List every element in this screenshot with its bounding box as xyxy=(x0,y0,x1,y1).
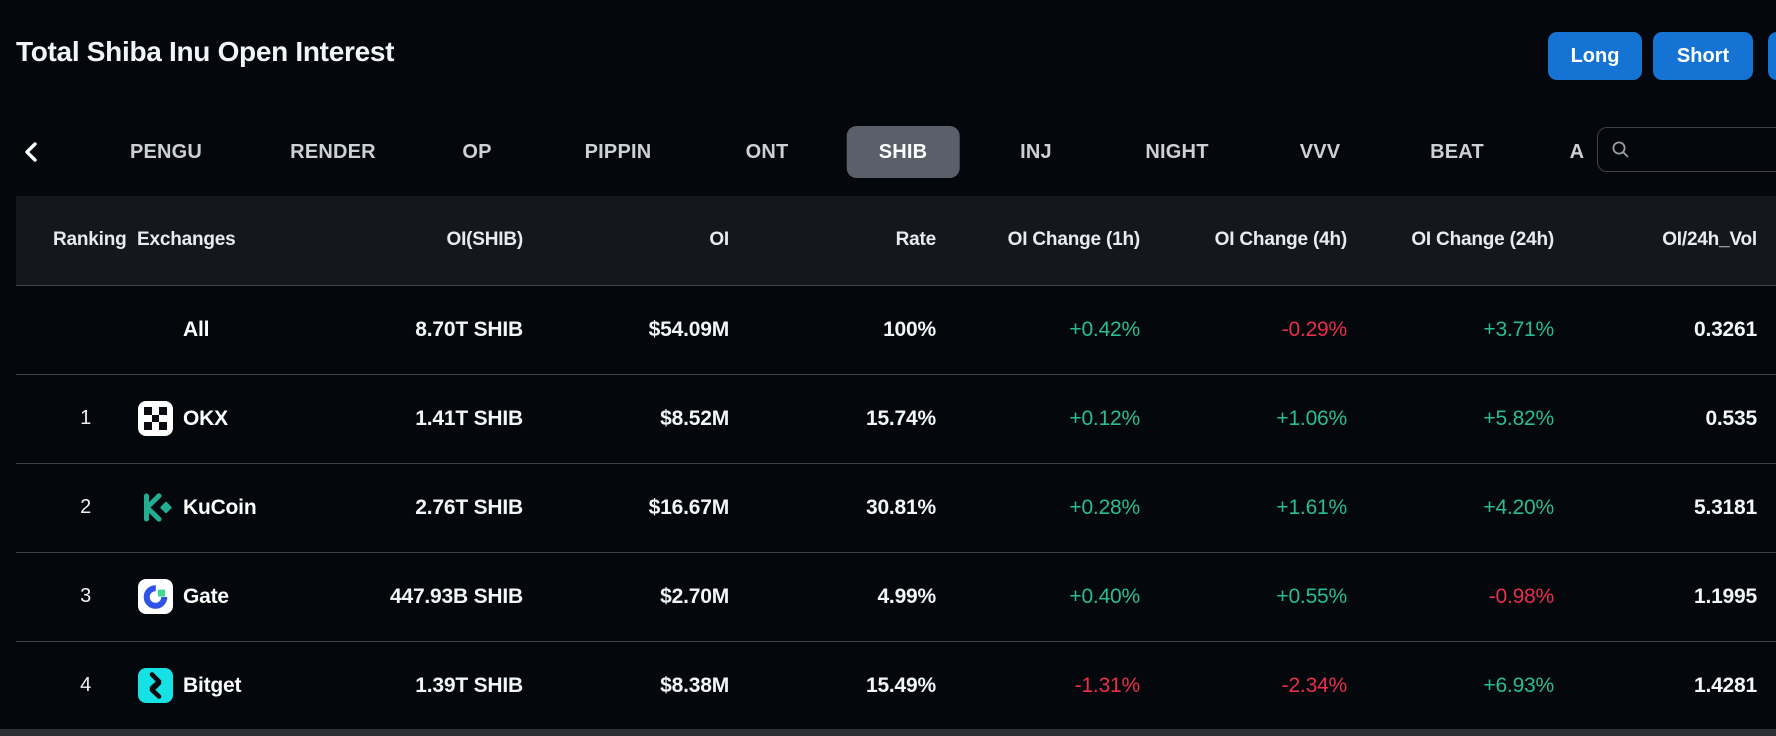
exchange-cell: Bitget xyxy=(121,640,381,730)
page-title: Total Shiba Inu Open Interest xyxy=(16,36,395,67)
rank-cell: 2 xyxy=(16,462,121,552)
tab-vvv[interactable]: VVV xyxy=(1299,140,1341,163)
rank-cell: 3 xyxy=(16,551,121,641)
oi-change-1h-cell: -1.31% xyxy=(936,640,1140,730)
oi-cell: $54.09M xyxy=(523,284,729,374)
search-input[interactable] xyxy=(1597,127,1776,172)
oi-change-1h-cell: +0.42% xyxy=(936,284,1140,374)
tab-beat[interactable]: BEAT xyxy=(1430,140,1484,163)
oi-change-4h-cell: +1.61% xyxy=(1140,462,1347,552)
oi-change-4h-cell: -2.34% xyxy=(1140,640,1347,730)
table-row-kucoin[interactable]: 2 Ku xyxy=(16,462,1776,552)
oi-cell: $8.38M xyxy=(523,640,729,730)
oi-change-1h-cell: +0.12% xyxy=(936,373,1140,463)
exchange-name: All xyxy=(183,317,210,341)
oi-24h-vol-cell: 0.535 xyxy=(1554,373,1776,463)
oi-shib-cell: 447.93B SHIB xyxy=(381,551,523,641)
tab-night[interactable]: NIGHT xyxy=(1145,140,1209,163)
oi-change-4h-cell: -0.29% xyxy=(1140,284,1347,374)
oi-change-4h-cell: +1.06% xyxy=(1140,373,1347,463)
oi-change-4h-cell: +0.55% xyxy=(1140,551,1347,641)
column-header-oi-shib[interactable]: OI(SHIB) xyxy=(446,229,523,251)
oi-change-24h-cell: +3.71% xyxy=(1347,284,1554,374)
column-header-oi-change-24h[interactable]: OI Change (24h) xyxy=(1411,229,1554,251)
table-row-bitget[interactable]: 4 Bitget 1.3 xyxy=(16,640,1776,730)
rate-cell: 4.99% xyxy=(729,551,936,641)
oi-shib-cell: 1.41T SHIB xyxy=(381,373,523,463)
rate-cell: 15.49% xyxy=(729,640,936,730)
oi-24h-vol-cell: 1.4281 xyxy=(1554,640,1776,730)
exchange-name: KuCoin xyxy=(183,495,257,519)
column-header-oi[interactable]: OI xyxy=(709,229,729,251)
short-button[interactable]: Short xyxy=(1653,32,1753,80)
oi-change-1h-cell: +0.40% xyxy=(936,551,1140,641)
rate-cell: 15.74% xyxy=(729,373,936,463)
oi-shib-cell: 8.70T SHIB xyxy=(381,284,523,374)
column-header-ranking[interactable]: Ranking xyxy=(53,229,127,251)
rank-cell: 1 xyxy=(16,373,121,463)
kucoin-logo-icon xyxy=(138,490,173,525)
search-icon xyxy=(1612,141,1629,158)
bitget-logo-icon xyxy=(138,668,173,704)
tab-pengu[interactable]: PENGU xyxy=(129,140,203,163)
oi-change-24h-cell: +5.82% xyxy=(1347,373,1554,463)
rate-cell: 100% xyxy=(729,284,936,374)
chevron-left-icon[interactable] xyxy=(20,140,44,164)
oi-24h-vol-cell: 5.3181 xyxy=(1554,462,1776,552)
tab-op[interactable]: OP xyxy=(462,140,492,163)
column-header-oi-change-1h[interactable]: OI Change (1h) xyxy=(1007,229,1141,251)
oi-cell: $2.70M xyxy=(523,551,729,641)
long-button[interactable]: Long xyxy=(1548,32,1642,80)
rank-cell xyxy=(16,284,121,374)
oi-change-1h-cell: +0.28% xyxy=(936,462,1140,552)
exchange-cell: All xyxy=(121,284,381,374)
exchange-cell: KuCoin xyxy=(121,462,381,552)
oi-shib-cell: 1.39T SHIB xyxy=(381,640,523,730)
exchange-name: OKX xyxy=(183,406,228,430)
column-header-exchanges[interactable]: Exchanges xyxy=(137,229,236,251)
tab-render[interactable]: RENDER xyxy=(290,140,376,163)
oi-24h-vol-cell: 0.3261 xyxy=(1554,284,1776,374)
table-row-gate[interactable]: 3 Gate 447.93B SHIB $2.70M 4.99% xyxy=(16,551,1776,641)
open-interest-table: Ranking Exchanges OI(SHIB) OI Rate OI Ch… xyxy=(16,196,1776,730)
exchange-name: Bitget xyxy=(183,673,242,697)
horizontal-scrollbar[interactable] xyxy=(0,729,1776,736)
column-header-oi-change-4h[interactable]: OI Change (4h) xyxy=(1214,229,1348,251)
oi-cell: $16.67M xyxy=(523,462,729,552)
tab-clipped[interactable]: A xyxy=(1569,140,1585,163)
oi-change-24h-cell: +6.93% xyxy=(1347,640,1554,730)
oi-cell: $8.52M xyxy=(523,373,729,463)
okx-logo-icon xyxy=(138,401,173,436)
column-header-rate[interactable]: Rate xyxy=(895,229,937,251)
table-header-row: Ranking Exchanges OI(SHIB) OI Rate OI Ch… xyxy=(16,196,1776,285)
column-header-oi-24h-vol[interactable]: OI/24h_Vol xyxy=(1662,229,1757,251)
exchange-cell: Gate xyxy=(121,551,381,641)
rate-cell: 30.81% xyxy=(729,462,936,552)
oi-change-24h-cell: -0.98% xyxy=(1347,551,1554,641)
tab-inj[interactable]: INJ xyxy=(1020,140,1052,163)
tab-pippin[interactable]: PIPPIN xyxy=(584,140,652,163)
oi-change-24h-cell: +4.20% xyxy=(1347,462,1554,552)
rank-cell: 4 xyxy=(16,640,121,730)
tab-shib[interactable]: SHIB xyxy=(846,126,960,178)
table-row-okx[interactable]: 1 OKX 1.41T SHIB $8.52M 15.74% +0.12% +1… xyxy=(16,373,1776,463)
exchange-name: Gate xyxy=(183,584,229,608)
gate-logo-icon xyxy=(138,579,173,614)
table-row-all[interactable]: All 8.70T SHIB $54.09M 100% +0.42% -0.29… xyxy=(16,284,1776,374)
exchange-cell: OKX xyxy=(121,373,381,463)
clipped-right-button[interactable] xyxy=(1768,32,1776,80)
oi-24h-vol-cell: 1.1995 xyxy=(1554,551,1776,641)
oi-shib-cell: 2.76T SHIB xyxy=(381,462,523,552)
coin-tab-bar: PENGU RENDER OP PIPPIN ONT SHIB INJ NIGH… xyxy=(0,126,1776,178)
tab-ont[interactable]: ONT xyxy=(745,140,789,163)
